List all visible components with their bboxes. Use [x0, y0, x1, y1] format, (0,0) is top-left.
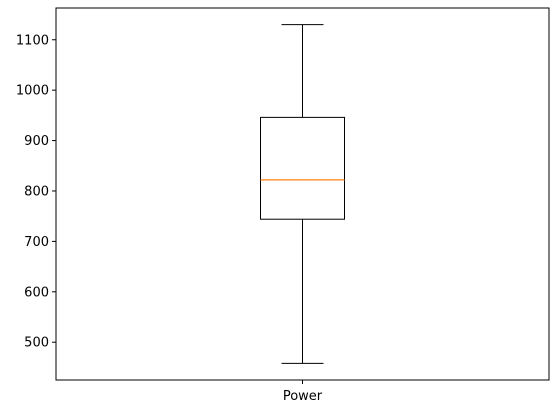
- y-tick-label: 700: [24, 235, 49, 250]
- x-axis: Power: [283, 380, 323, 404]
- y-tick-label: 500: [24, 336, 49, 351]
- y-tick-label: 600: [24, 285, 49, 300]
- y-axis: 500 600 700 800 900 1000 1100: [16, 33, 56, 351]
- y-tick-label: 1000: [16, 84, 49, 99]
- iqr-box: [260, 116, 345, 220]
- y-tick-label: 1100: [16, 33, 49, 48]
- box-plot: [260, 24, 345, 364]
- x-tick-label: Power: [283, 389, 323, 404]
- y-tick-label: 900: [24, 134, 49, 149]
- y-tick-label: 800: [24, 184, 49, 199]
